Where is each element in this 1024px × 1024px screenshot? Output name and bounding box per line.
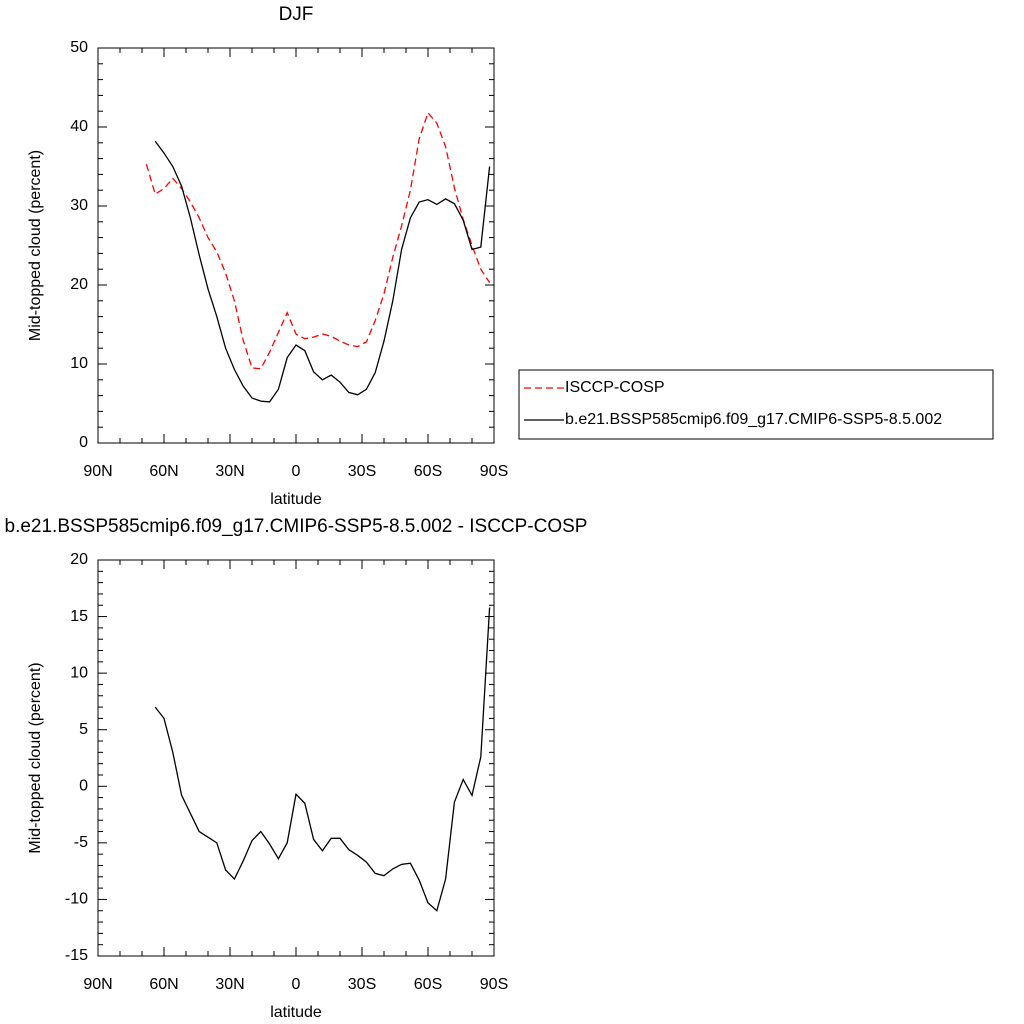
- y-tick-label: 20: [70, 551, 88, 568]
- x-tick-label: 30N: [215, 463, 244, 480]
- legend-label: ISCCP-COSP: [565, 379, 665, 396]
- plot-frame: [97, 47, 495, 444]
- data-line: [145, 111, 491, 370]
- y-tick-label: 10: [70, 355, 88, 372]
- x-tick-label: 60N: [149, 976, 178, 993]
- legend-box: [518, 369, 994, 440]
- y-tick-label: 40: [70, 118, 88, 135]
- x-axis-label: latitude: [270, 1004, 322, 1021]
- x-tick-label: 60S: [414, 976, 442, 993]
- y-tick-label: 20: [70, 276, 88, 293]
- y-tick-label: 50: [70, 39, 88, 56]
- x-tick-label: 60S: [414, 463, 442, 480]
- legend-label: b.e21.BSSP585cmip6.f09_g17.CMIP6-SSP5-8.…: [565, 411, 942, 428]
- plot-frame: [97, 559, 495, 957]
- x-tick-label: 30S: [348, 463, 376, 480]
- y-tick-label: -10: [65, 891, 88, 908]
- x-tick-label: 90N: [83, 976, 112, 993]
- y-tick-label: 0: [79, 434, 88, 451]
- y-axis-label: Mid-topped cloud (percent): [27, 662, 44, 853]
- y-tick-label: 5: [79, 721, 88, 738]
- chart-title: DJF: [279, 4, 314, 25]
- data-line: [154, 607, 491, 912]
- x-tick-label: 60N: [149, 463, 178, 480]
- x-tick-label: 0: [292, 463, 301, 480]
- y-tick-label: 30: [70, 197, 88, 214]
- y-tick-label: 15: [70, 608, 88, 625]
- y-axis-label: Mid-topped cloud (percent): [27, 150, 44, 341]
- x-tick-label: 90S: [480, 463, 508, 480]
- x-tick-label: 0: [292, 976, 301, 993]
- data-line: [154, 140, 491, 403]
- x-tick-label: 90S: [480, 976, 508, 993]
- x-tick-label: 30S: [348, 976, 376, 993]
- y-tick-label: 10: [70, 664, 88, 681]
- x-tick-label: 90N: [83, 463, 112, 480]
- x-axis-label: latitude: [270, 491, 322, 508]
- x-tick-label: 30N: [215, 976, 244, 993]
- y-tick-label: 0: [79, 778, 88, 795]
- chart-title: b.e21.BSSP585cmip6.f09_g17.CMIP6-SSP5-8.…: [5, 516, 588, 537]
- y-tick-label: -5: [74, 834, 88, 851]
- y-tick-label: -15: [65, 947, 88, 964]
